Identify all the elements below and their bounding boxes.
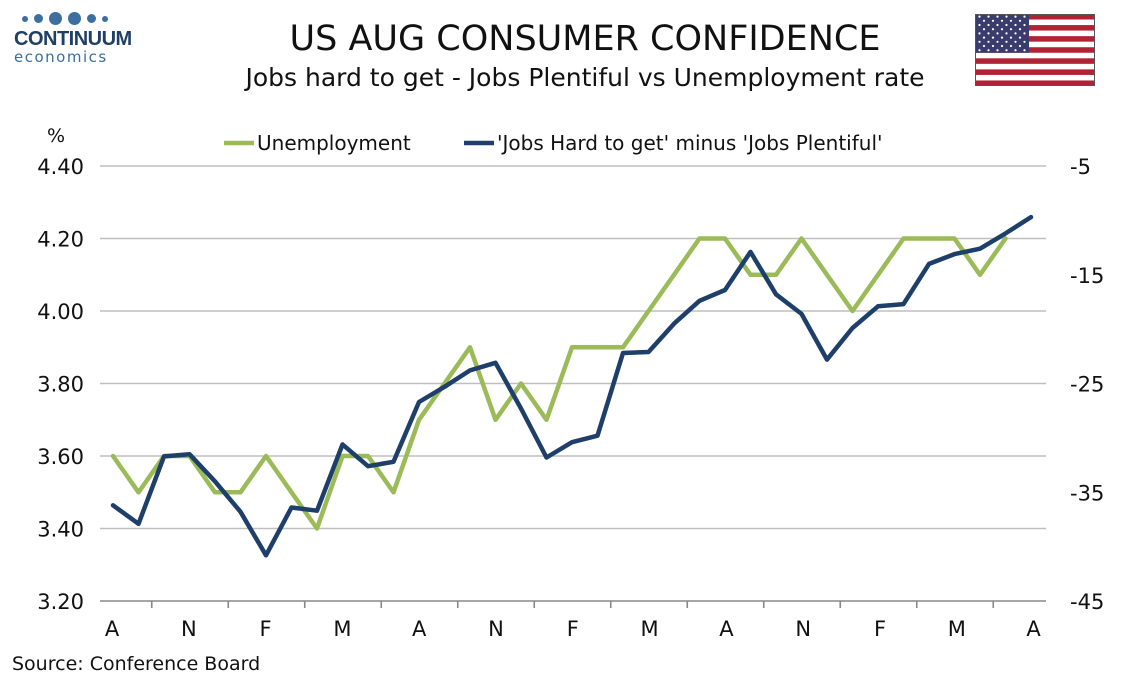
tick-layer: 4.40 4.20 4.00 3.80 3.60 3.40 3.20% -5 -15 -25 -35…	[37, 125, 1104, 641]
right-tick-label: -15	[1070, 264, 1104, 288]
grid-layer	[100, 165, 1046, 608]
x-tick-label: N	[795, 617, 811, 641]
x-tick-label: A	[412, 617, 427, 641]
left-tick-label: 3.40	[37, 518, 84, 542]
x-tick-label: F	[260, 617, 272, 641]
x-tick-label: M	[333, 617, 351, 641]
legend: Unemployment 'Jobs Hard to get' minus 'Jo…	[224, 131, 883, 155]
right-tick-label: -25	[1070, 373, 1104, 397]
x-tick-label: M	[948, 617, 966, 641]
left-tick-label: 3.60	[37, 445, 84, 469]
logo-dots-icon	[14, 12, 134, 25]
right-tick-label: -35	[1070, 481, 1104, 505]
left-axis-unit: %	[47, 125, 65, 147]
left-tick-label: 4.40	[37, 155, 84, 179]
logo-subname: economics	[14, 48, 108, 66]
left-tick-label: 3.20	[37, 590, 84, 614]
logo-name: CONTINUUM	[14, 28, 132, 50]
legend-label: 'Jobs Hard to get' minus 'Jobs Plentiful…	[497, 131, 883, 155]
left-tick-label: 3.80	[37, 373, 84, 397]
legend-label: Unemployment	[257, 131, 411, 155]
left-tick-label: 4.20	[37, 228, 84, 252]
chart-title: US AUG CONSUMER CONFIDENCE	[289, 19, 881, 59]
right-tick-label: -45	[1070, 590, 1104, 614]
x-tick-label: F	[874, 617, 886, 641]
series-line-jobs-hard-minus-plentiful	[110, 214, 1034, 558]
source-note: Source: Conference Board	[12, 653, 261, 675]
x-tick-label: M	[641, 617, 659, 641]
us-flag-icon	[975, 14, 1095, 86]
x-tick-label: A	[105, 617, 120, 641]
series-layer	[110, 214, 1034, 558]
series-line-unemployment	[110, 236, 1008, 531]
right-tick-label: -5	[1070, 155, 1091, 179]
x-tick-label: A	[1026, 617, 1041, 641]
x-tick-label: N	[181, 617, 197, 641]
x-tick-label: A	[719, 617, 734, 641]
left-tick-label: 4.00	[37, 300, 84, 324]
x-tick-label: N	[488, 617, 504, 641]
chart-subtitle: Jobs hard to get - Jobs Plentiful vs Une…	[245, 63, 925, 92]
x-tick-label: F	[567, 617, 579, 641]
continuum-logo: CONTINUUM economics	[14, 12, 134, 76]
